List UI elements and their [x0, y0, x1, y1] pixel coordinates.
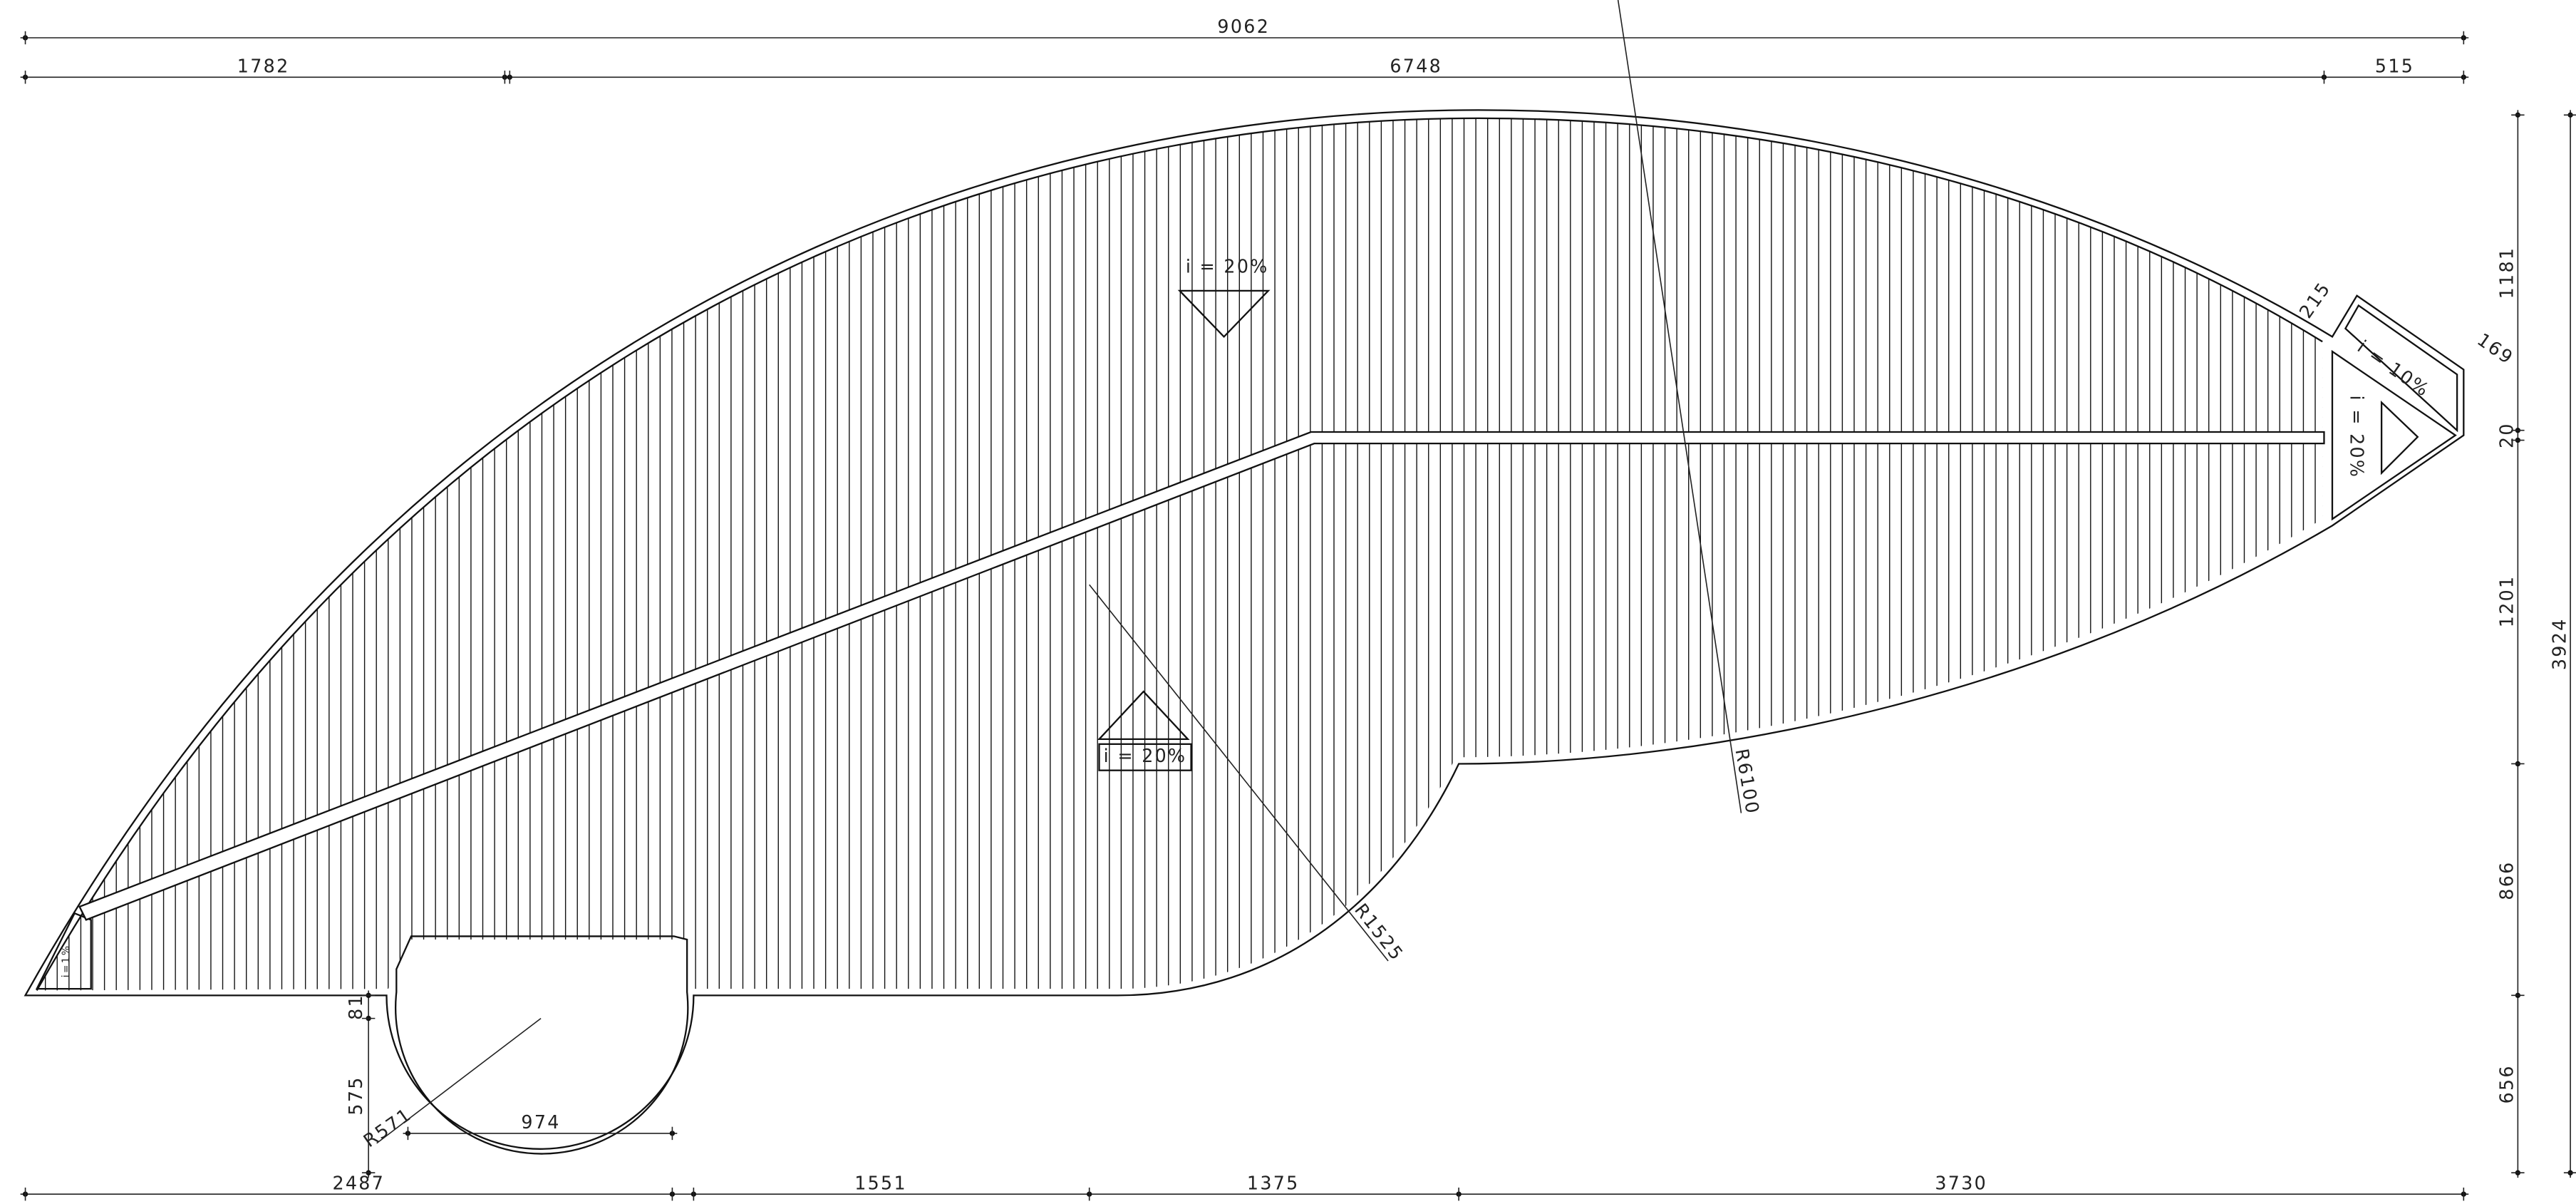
dim-label: 169: [2473, 329, 2518, 369]
dim-label: 6748: [1390, 55, 1442, 76]
dim-label: 2487: [332, 1172, 385, 1193]
slope-label: i = 20%: [1186, 256, 1269, 277]
slope-label: i = 10%: [2354, 336, 2434, 401]
roof-plan: 9062 1782 6748 515 2487 1551 1375 3730 1181 20 120…: [0, 0, 2576, 1204]
dim-label: 515: [2375, 55, 2414, 76]
dim-label: 81: [345, 994, 366, 1020]
radius-leader: [1090, 585, 1388, 961]
radius-label: R6100: [1731, 747, 1764, 816]
dim-label: 215: [2295, 277, 2334, 321]
dim-label: 1782: [237, 55, 290, 76]
dim-label: 1551: [854, 1172, 907, 1193]
dim-label: 575: [345, 1076, 366, 1115]
radius-leader: [1618, 0, 1742, 813]
slope-label: i = 20%: [2346, 396, 2367, 479]
labels: 9062 1782 6748 515 2487 1551 1375 3730 1181 20 120…: [61, 16, 2570, 1193]
page: {"dimensions":{"overall_top":"9062","top…: [0, 0, 2576, 1204]
slope-markers: [377, 0, 2418, 1143]
radius-label: R571: [359, 1103, 415, 1152]
dim-label: 1181: [2496, 247, 2518, 299]
dim-label: 3924: [2548, 617, 2570, 670]
slope-label: i = 20%: [1104, 745, 1187, 766]
dim-label: 1201: [2496, 575, 2518, 628]
dim-label: 656: [2496, 1064, 2518, 1103]
dim-label: 3730: [1935, 1172, 1987, 1193]
radius-label: R1525: [1350, 899, 1408, 964]
ridge: [80, 432, 2324, 920]
dim-label: 974: [521, 1111, 560, 1133]
dim-label: 1375: [1247, 1172, 1300, 1193]
dim-label: 9062: [1217, 16, 1270, 37]
dim-label: 866: [2496, 860, 2518, 900]
slope-label: i=1%: [61, 945, 72, 978]
hatching: [33, 98, 2463, 1018]
dim-label: 20: [2496, 422, 2518, 448]
